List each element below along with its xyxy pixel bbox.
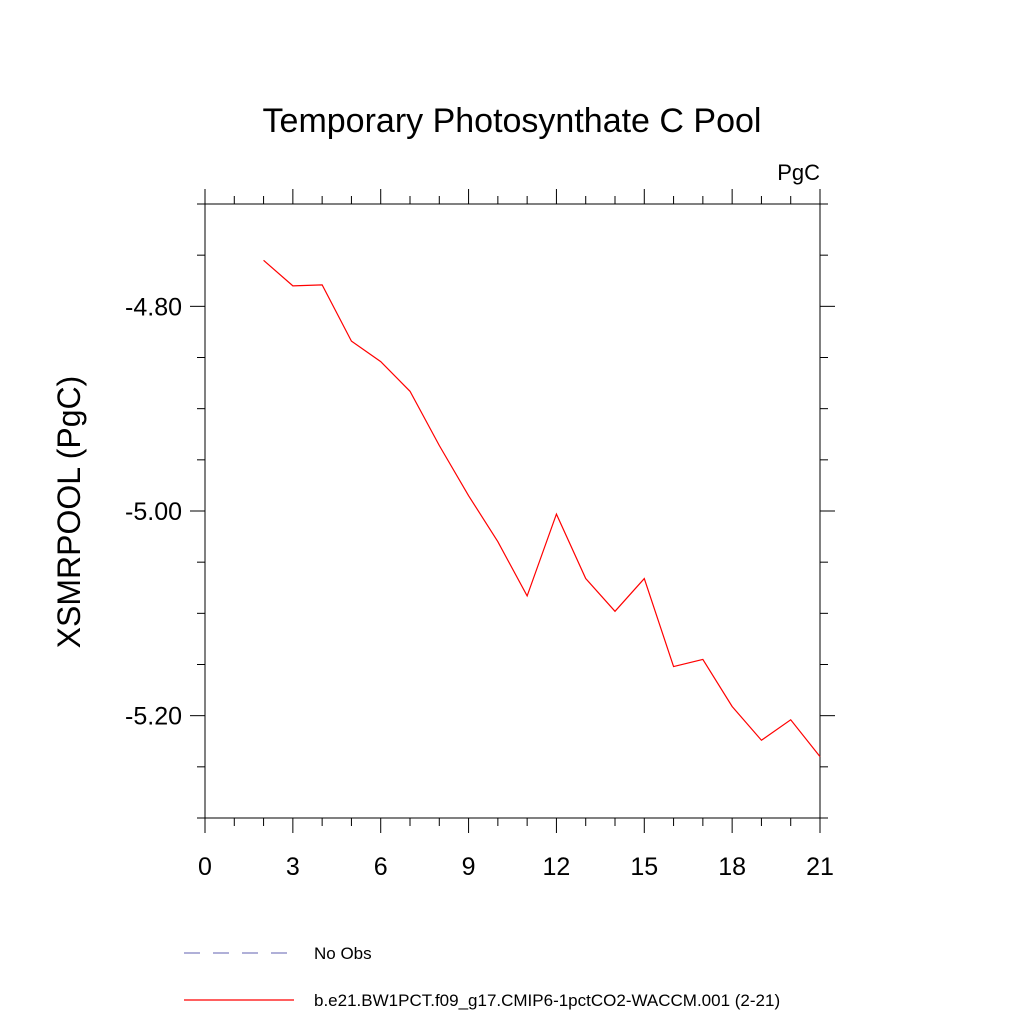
legend-label: No Obs xyxy=(314,944,372,963)
legend-label: b.e21.BW1PCT.f09_g17.CMIP6-1pctCO2-WACCM… xyxy=(314,991,780,1010)
chart-title: Temporary Photosynthate C Pool xyxy=(263,102,762,140)
series-layer xyxy=(263,259,821,757)
y-tick-label: -5.20 xyxy=(125,703,182,731)
x-tick-label: 18 xyxy=(718,853,746,881)
x-axis-tick-labels: 0 3 6 9 12 15 18 21 xyxy=(198,853,834,881)
x-axis-ticks xyxy=(204,189,821,833)
plot-frame xyxy=(204,203,821,819)
y-tick-label: -5.00 xyxy=(125,498,182,526)
series-line-0 xyxy=(263,259,821,757)
x-tick-label: 9 xyxy=(462,853,476,881)
units-label: PgC xyxy=(777,160,820,185)
x-tick-label: 12 xyxy=(543,853,571,881)
x-tick-label: 6 xyxy=(374,853,388,881)
x-tick-label: 21 xyxy=(806,853,834,881)
y-tick-label: -4.80 xyxy=(125,293,182,321)
legend: No Obs b.e21.BW1PCT.f09_g17.CMIP6-1pctCO2… xyxy=(184,944,780,1010)
y-axis-tick-labels: -4.80 -5.00 -5.20 xyxy=(125,293,182,730)
x-tick-label: 15 xyxy=(630,853,658,881)
x-tick-label: 3 xyxy=(286,853,300,881)
y-axis-ticks xyxy=(190,203,835,819)
y-axis-label: XSMRPOOL (PgC) xyxy=(51,376,87,649)
x-tick-label: 0 xyxy=(198,853,212,881)
